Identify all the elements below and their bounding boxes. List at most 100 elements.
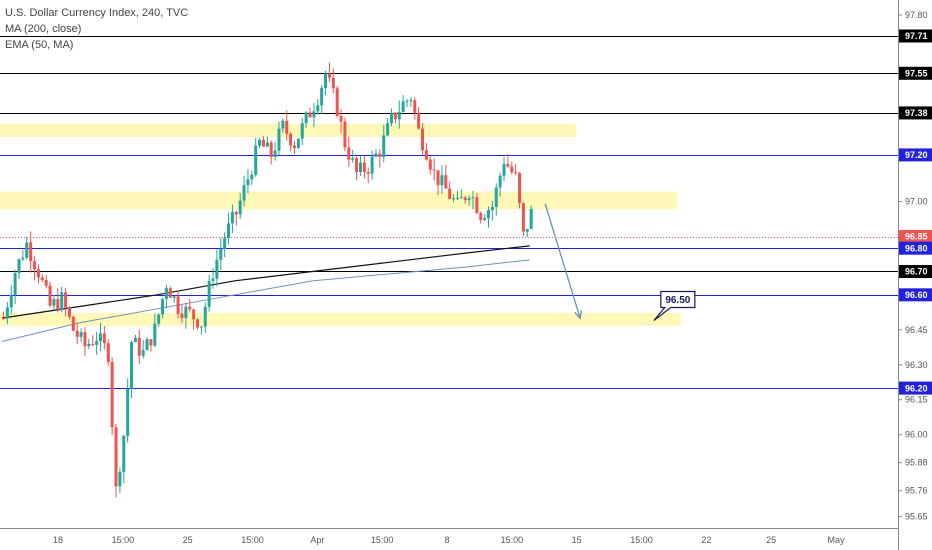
candle — [498, 172, 502, 197]
candle — [355, 156, 359, 181]
candle — [281, 118, 285, 133]
price-tick-label: 96.45 — [905, 325, 928, 335]
candle — [432, 158, 436, 181]
candle — [56, 288, 60, 313]
candle — [525, 228, 529, 237]
candle — [510, 161, 514, 175]
candle — [343, 117, 347, 152]
candle — [494, 183, 498, 216]
forecast-arrow-head — [574, 310, 582, 320]
time-tick-label: 22 — [701, 535, 711, 545]
annotation-label: 96.50 — [665, 295, 690, 306]
time-tick-label: 15:00 — [371, 535, 394, 545]
candle — [327, 62, 331, 83]
candle — [79, 328, 83, 342]
price-tick-label: 95.88 — [905, 458, 928, 468]
candle — [300, 117, 304, 146]
candle — [293, 140, 296, 154]
price-annotation: 96.50 — [653, 290, 696, 321]
price-tick-label: 97.00 — [905, 197, 928, 207]
price-tick-label: 97.80 — [905, 10, 928, 20]
price-tag-label: 96.70 — [905, 267, 928, 277]
price-tag-label: 96.80 — [905, 243, 928, 253]
candle — [60, 286, 64, 313]
price-tag — [899, 381, 932, 395]
horizontal-levels — [0, 36, 898, 389]
candle — [393, 112, 397, 124]
forecast-arrow-shaft — [544, 203, 581, 319]
ma200-line — [1, 245, 530, 319]
price-tick-label: 95.76 — [905, 486, 928, 496]
candle — [390, 108, 393, 127]
candle — [471, 190, 475, 210]
candle — [75, 322, 79, 345]
time-tick-label: 18 — [53, 535, 63, 545]
candle — [324, 70, 328, 96]
candle — [316, 99, 320, 115]
candle — [215, 249, 219, 287]
candle — [95, 332, 99, 355]
candle — [176, 290, 180, 319]
candle — [25, 236, 29, 260]
candle — [440, 165, 444, 194]
price-tag-label: 96.20 — [905, 383, 928, 393]
price-tick-label: 96.00 — [905, 430, 928, 440]
time-tick-label: 15:00 — [241, 535, 264, 545]
price-tag-label: 96.85 — [905, 232, 928, 242]
candle — [234, 210, 238, 226]
candle — [269, 140, 273, 165]
candle — [114, 424, 118, 498]
candle — [518, 171, 522, 209]
candle — [99, 322, 102, 352]
annotation-callout-box[interactable] — [653, 290, 696, 321]
candle — [335, 85, 339, 118]
candle — [296, 138, 300, 149]
price-tick-label: 96.30 — [905, 360, 928, 370]
candle — [137, 329, 141, 364]
chart-title: U.S. Dollar Currency Index, 240, TVC — [5, 7, 189, 19]
candle — [168, 286, 172, 298]
candle — [33, 256, 37, 281]
candle — [17, 258, 21, 279]
candle — [184, 302, 188, 329]
candle — [405, 98, 409, 108]
candle — [161, 298, 165, 319]
candle — [467, 195, 471, 206]
candle — [29, 231, 33, 273]
candle — [230, 204, 234, 234]
candle — [87, 338, 91, 350]
price-tag-label: 97.55 — [905, 68, 928, 78]
price-tag — [899, 106, 932, 120]
candle — [5, 302, 9, 325]
candle — [436, 170, 440, 196]
candle — [2, 311, 5, 320]
candle — [521, 202, 525, 237]
candle — [397, 100, 401, 129]
candle — [164, 284, 168, 309]
candle — [273, 141, 277, 161]
candle — [102, 326, 106, 350]
candle — [250, 170, 254, 185]
candle — [265, 136, 269, 148]
candle — [157, 313, 161, 327]
candle — [149, 338, 153, 352]
candle — [122, 434, 126, 484]
candle — [308, 107, 312, 118]
ema50-line — [1, 259, 530, 342]
candle — [40, 274, 44, 282]
candle — [483, 214, 487, 222]
candle — [331, 68, 335, 94]
candle — [304, 111, 308, 128]
time-tick-label: 25 — [766, 535, 776, 545]
candle — [91, 335, 95, 347]
price-tag-label: 96.60 — [905, 290, 928, 300]
candle — [312, 102, 316, 128]
candle — [386, 118, 390, 137]
time-tick-label: 15:00 — [112, 535, 135, 545]
candle — [196, 318, 199, 330]
candle — [463, 195, 467, 204]
candle — [490, 200, 494, 221]
candle — [366, 167, 370, 184]
candle — [242, 176, 246, 207]
